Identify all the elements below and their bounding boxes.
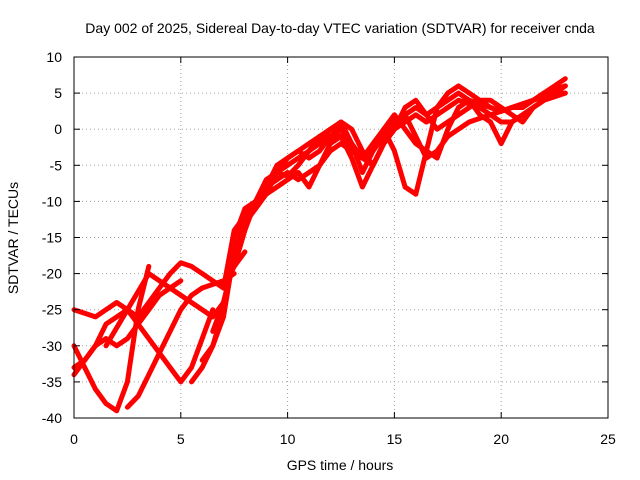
y-tick-label: -35	[42, 374, 62, 390]
y-tick-label: -25	[42, 302, 62, 318]
y-axis-label: SDTVAR / TECUs	[5, 182, 21, 294]
x-tick-label: 15	[387, 431, 403, 447]
x-tick-label: 20	[493, 431, 509, 447]
x-tick-labels: 0 5 10 15 20 25	[70, 431, 616, 447]
series-line-track-11	[231, 83, 568, 269]
y-tick-label: -15	[42, 230, 62, 246]
chart-title: Day 002 of 2025, Sidereal Day-to-day VTE…	[85, 20, 595, 36]
x-tick-label: 25	[600, 431, 616, 447]
y-tick-label: 10	[46, 49, 62, 65]
y-tick-label: -10	[42, 193, 62, 209]
y-tick-label: 0	[54, 121, 62, 137]
series-line-track-3	[71, 263, 152, 414]
y-tick-label: 5	[54, 85, 62, 101]
x-tick-label: 5	[177, 431, 185, 447]
series-group	[71, 76, 568, 414]
series-line-track-10	[221, 83, 568, 291]
series-line-track-5	[124, 271, 237, 410]
series-line-track-4	[71, 278, 184, 378]
y-tick-label: -20	[42, 266, 62, 282]
y-tick-label: -40	[42, 410, 62, 426]
tick-marks	[73, 56, 609, 419]
y-tick-label: -5	[50, 157, 63, 173]
series-line-track-9	[210, 90, 568, 334]
y-tick-labels: -40 -35 -30 -25 -20 -15 -10 -5 0 5 10	[42, 49, 62, 426]
y-tick-label: -30	[42, 338, 62, 354]
x-tick-label: 0	[70, 431, 78, 447]
x-axis-label: GPS time / hours	[287, 457, 394, 473]
x-tick-label: 10	[280, 431, 296, 447]
